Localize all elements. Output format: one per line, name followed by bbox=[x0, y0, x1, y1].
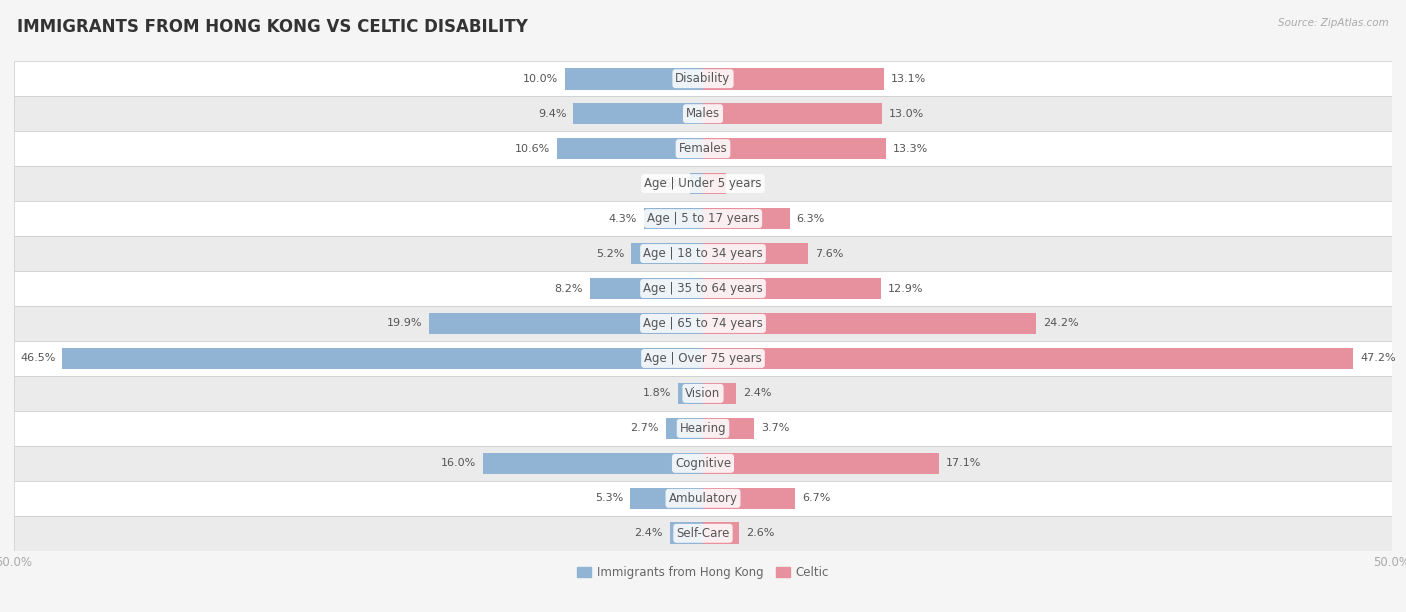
Text: 9.4%: 9.4% bbox=[538, 109, 567, 119]
Text: 8.2%: 8.2% bbox=[554, 283, 583, 294]
Bar bbox=[703, 103, 882, 124]
Bar bbox=[482, 452, 703, 474]
Text: 2.4%: 2.4% bbox=[742, 389, 772, 398]
Text: 6.3%: 6.3% bbox=[797, 214, 825, 223]
Bar bbox=[703, 207, 790, 230]
Bar bbox=[557, 138, 703, 160]
Bar bbox=[703, 488, 796, 509]
Text: 13.0%: 13.0% bbox=[889, 109, 924, 119]
Text: Self-Care: Self-Care bbox=[676, 527, 730, 540]
Bar bbox=[591, 278, 703, 299]
Text: 2.7%: 2.7% bbox=[630, 424, 659, 433]
Text: Age | Under 5 years: Age | Under 5 years bbox=[644, 177, 762, 190]
Bar bbox=[14, 376, 1392, 411]
Bar bbox=[703, 348, 1354, 369]
Text: 4.3%: 4.3% bbox=[609, 214, 637, 223]
Text: Age | Over 75 years: Age | Over 75 years bbox=[644, 352, 762, 365]
Bar bbox=[703, 138, 886, 160]
Text: 6.7%: 6.7% bbox=[803, 493, 831, 503]
Bar bbox=[14, 271, 1392, 306]
Bar bbox=[14, 96, 1392, 131]
Text: Females: Females bbox=[679, 142, 727, 155]
Bar bbox=[574, 103, 703, 124]
Text: Source: ZipAtlas.com: Source: ZipAtlas.com bbox=[1278, 18, 1389, 28]
Text: 1.7%: 1.7% bbox=[734, 179, 762, 188]
Text: 5.2%: 5.2% bbox=[596, 248, 624, 258]
Text: Age | 5 to 17 years: Age | 5 to 17 years bbox=[647, 212, 759, 225]
Bar bbox=[14, 341, 1392, 376]
Bar bbox=[669, 523, 703, 544]
Text: 1.8%: 1.8% bbox=[643, 389, 671, 398]
Text: 17.1%: 17.1% bbox=[945, 458, 981, 468]
Bar bbox=[703, 278, 880, 299]
Text: 19.9%: 19.9% bbox=[387, 318, 422, 329]
Text: Age | 18 to 34 years: Age | 18 to 34 years bbox=[643, 247, 763, 260]
Text: 13.1%: 13.1% bbox=[890, 73, 925, 84]
Bar bbox=[703, 417, 754, 439]
Bar bbox=[14, 516, 1392, 551]
Bar bbox=[644, 207, 703, 230]
Bar bbox=[690, 173, 703, 195]
Bar bbox=[565, 68, 703, 89]
Text: 46.5%: 46.5% bbox=[20, 354, 55, 364]
Text: 12.9%: 12.9% bbox=[887, 283, 924, 294]
Bar bbox=[703, 313, 1036, 334]
Text: 3.7%: 3.7% bbox=[761, 424, 789, 433]
Bar bbox=[703, 452, 939, 474]
Bar bbox=[666, 417, 703, 439]
Bar bbox=[703, 382, 737, 405]
Text: Ambulatory: Ambulatory bbox=[668, 492, 738, 505]
Bar bbox=[703, 68, 883, 89]
Bar bbox=[703, 243, 807, 264]
Text: 16.0%: 16.0% bbox=[440, 458, 475, 468]
Text: Vision: Vision bbox=[685, 387, 721, 400]
Bar bbox=[631, 243, 703, 264]
Bar bbox=[14, 446, 1392, 481]
Bar bbox=[703, 523, 738, 544]
Bar bbox=[14, 201, 1392, 236]
Text: IMMIGRANTS FROM HONG KONG VS CELTIC DISABILITY: IMMIGRANTS FROM HONG KONG VS CELTIC DISA… bbox=[17, 18, 527, 36]
Text: Disability: Disability bbox=[675, 72, 731, 85]
Text: 10.0%: 10.0% bbox=[523, 73, 558, 84]
Bar bbox=[14, 166, 1392, 201]
Text: 5.3%: 5.3% bbox=[595, 493, 623, 503]
Bar bbox=[14, 481, 1392, 516]
Text: 10.6%: 10.6% bbox=[515, 144, 550, 154]
Text: Cognitive: Cognitive bbox=[675, 457, 731, 470]
Text: 2.4%: 2.4% bbox=[634, 528, 664, 539]
Bar bbox=[14, 306, 1392, 341]
Text: Age | 65 to 74 years: Age | 65 to 74 years bbox=[643, 317, 763, 330]
Bar bbox=[14, 61, 1392, 96]
Bar bbox=[703, 173, 727, 195]
Legend: Immigrants from Hong Kong, Celtic: Immigrants from Hong Kong, Celtic bbox=[572, 562, 834, 584]
Bar bbox=[630, 488, 703, 509]
Text: 7.6%: 7.6% bbox=[814, 248, 844, 258]
Bar bbox=[14, 236, 1392, 271]
Bar bbox=[62, 348, 703, 369]
Text: 47.2%: 47.2% bbox=[1360, 354, 1396, 364]
Text: 2.6%: 2.6% bbox=[745, 528, 775, 539]
Text: 0.95%: 0.95% bbox=[648, 179, 683, 188]
Text: 24.2%: 24.2% bbox=[1043, 318, 1078, 329]
Bar bbox=[14, 131, 1392, 166]
Text: Males: Males bbox=[686, 107, 720, 120]
Bar bbox=[429, 313, 703, 334]
Bar bbox=[678, 382, 703, 405]
Bar bbox=[14, 411, 1392, 446]
Text: Hearing: Hearing bbox=[679, 422, 727, 435]
Text: 13.3%: 13.3% bbox=[893, 144, 928, 154]
Text: Age | 35 to 64 years: Age | 35 to 64 years bbox=[643, 282, 763, 295]
